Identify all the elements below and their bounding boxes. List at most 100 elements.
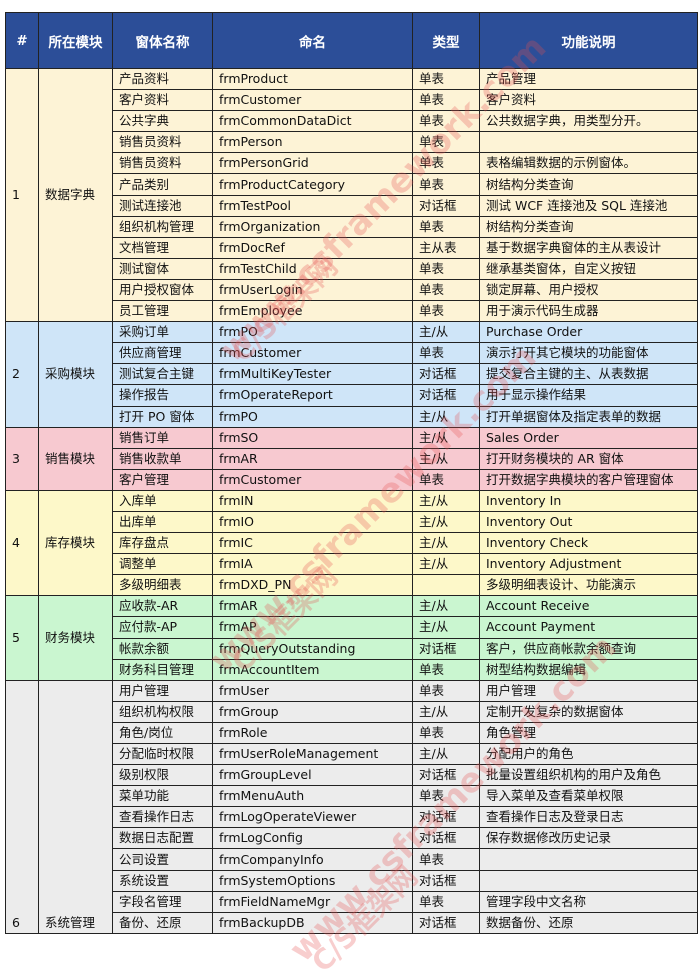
class-name-cell: frmUserLogin	[212, 278, 413, 302]
type-cell: 主/从	[412, 321, 480, 344]
form-name-cell: 销售收款单	[112, 447, 213, 470]
class-name-cell: frmTestPool	[212, 194, 413, 217]
description-cell: Inventory Check	[479, 532, 698, 555]
description-cell: 数据备份、还原	[479, 911, 698, 934]
class-name-cell: frmAR	[212, 447, 413, 470]
class-name-cell: frmAP	[212, 616, 413, 639]
group-number-cell: 2	[5, 321, 39, 428]
form-name-cell: 应收款-AR	[112, 595, 213, 618]
form-name-cell: 库存盘点	[112, 532, 213, 555]
table-row: 字段名管理 frmFieldNameMgr 单表 管理字段中文名称	[5, 890, 698, 913]
description-cell: 打开单据窗体及指定表单的数据	[479, 405, 698, 428]
description-cell: 角色管理	[479, 721, 698, 745]
type-cell: 单表	[412, 785, 480, 808]
description-cell: 管理字段中文名称	[479, 890, 698, 913]
form-name-cell: 备份、还原	[112, 911, 213, 934]
form-name-cell: 销售员资料	[112, 131, 213, 154]
description-cell: 分配用户的角色	[479, 742, 698, 766]
form-name-cell: 出库单	[112, 510, 213, 534]
type-cell: 对话框	[412, 637, 480, 660]
class-name-cell: frmGroupLevel	[212, 764, 413, 787]
class-name-cell: frmCompanyInfo	[212, 848, 413, 871]
class-name-cell: frmQueryOutstanding	[212, 637, 413, 660]
type-cell: 单表	[412, 131, 480, 154]
form-name-cell: 财务科目管理	[112, 658, 213, 681]
form-name-cell: 文档管理	[112, 236, 213, 259]
table-row: 4 库存模块 入库单 frmIN 主/从 Inventory In	[5, 489, 698, 597]
class-name-cell: frmPerson	[212, 131, 413, 154]
form-name-cell: 应付款-AP	[112, 616, 213, 639]
class-name-cell: frmUserRoleManagement	[212, 742, 413, 766]
table-row: 财务科目管理 frmAccountItem 单表 树型结构数据编辑	[5, 658, 698, 681]
module-name-cell: 系统管理	[38, 679, 113, 934]
form-name-cell: 供应商管理	[112, 342, 213, 365]
type-cell: 主/从	[412, 447, 480, 470]
class-name-cell: frmPO	[212, 321, 413, 344]
description-cell	[479, 848, 698, 871]
form-name-cell: 分配临时权限	[112, 742, 213, 766]
table-row: 2 采购模块 采购订单 frmPO 主/从 Purchase Order	[5, 321, 698, 428]
form-name-cell: 字段名管理	[112, 890, 213, 913]
form-name-cell: 测试复合主键	[112, 363, 213, 386]
form-name-cell: 系统设置	[112, 869, 213, 892]
description-cell: 表格编辑数据的示例窗体。	[479, 152, 698, 175]
table-row: 客户资料 frmCustomer 单表 客户资料	[5, 89, 698, 112]
class-name-cell: frmTestChild	[212, 257, 413, 280]
module-name-cell: 数据字典	[38, 67, 113, 323]
description-cell: 多级明细表设计、功能演示	[479, 574, 698, 597]
type-cell: 单表	[412, 679, 480, 702]
type-cell: 对话框	[412, 764, 480, 787]
form-name-cell: 入库单	[112, 489, 213, 512]
module-name-cell: 财务模块	[38, 595, 113, 681]
type-cell: 单表	[412, 468, 480, 491]
type-cell: 单表	[412, 110, 480, 133]
table-row: 测试连接池 frmTestPool 对话框 测试 WCF 连接池及 SQL 连接池	[5, 194, 698, 217]
class-name-cell: frmLogOperateViewer	[212, 806, 413, 829]
type-cell: 对话框	[412, 911, 480, 934]
table-row: 库存盘点 frmIC 主/从 Inventory Check	[5, 532, 698, 555]
class-name-cell: frmMultiKeyTester	[212, 363, 413, 386]
class-name-cell: frmIN	[212, 489, 413, 512]
description-cell: Account Receive	[479, 595, 698, 618]
group-number-cell: 3	[5, 426, 39, 491]
form-name-cell: 客户资料	[112, 89, 213, 112]
type-cell: 对话框	[412, 827, 480, 850]
form-name-cell: 用户管理	[112, 679, 213, 702]
class-name-cell: frmAccountItem	[212, 658, 413, 681]
header-no: #	[5, 12, 39, 69]
table-row: 组织机构管理 frmOrganization 单表 树结构分类查询	[5, 215, 698, 238]
form-name-cell: 组织机构权限	[112, 700, 213, 723]
type-cell: 对话框	[412, 384, 480, 407]
table-row: 角色/岗位 frmRole 单表 角色管理	[5, 721, 698, 745]
form-name-cell: 组织机构管理	[112, 215, 213, 238]
description-cell: 查看操作日志及登录日志	[479, 806, 698, 829]
description-cell: Inventory Out	[479, 510, 698, 534]
description-cell: 定制开发复杂的数据窗体	[479, 700, 698, 723]
form-name-cell: 测试窗体	[112, 257, 213, 280]
table-row: 分配临时权限 frmUserRoleManagement 主/从 分配用户的角色	[5, 742, 698, 766]
table-row: 5 财务模块 应收款-AR frmAR 主/从 Account Receive	[5, 595, 698, 681]
group-number-cell: 5	[5, 595, 39, 681]
class-name-cell: frmIC	[212, 532, 413, 555]
table-row: 用户授权窗体 frmUserLogin 单表 锁定屏幕、用户授权	[5, 278, 698, 302]
type-cell: 主/从	[412, 426, 480, 449]
type-cell: 主/从	[412, 595, 480, 618]
type-cell: 主/从	[412, 405, 480, 428]
form-name-cell: 打开 PO 窗体	[112, 405, 213, 428]
class-name-cell: frmEmployee	[212, 300, 413, 323]
description-cell: 树型结构数据编辑	[479, 658, 698, 681]
form-name-cell: 客户管理	[112, 468, 213, 491]
class-name-cell: frmCustomer	[212, 89, 413, 112]
module-name-cell: 库存模块	[38, 489, 113, 597]
form-name-cell: 采购订单	[112, 321, 213, 344]
description-cell: 用于演示代码生成器	[479, 300, 698, 323]
type-cell: 单表	[412, 257, 480, 280]
description-cell: 产品管理	[479, 67, 698, 91]
class-name-cell: frmProduct	[212, 67, 413, 91]
description-cell: 用户管理	[479, 679, 698, 702]
table-row: 销售员资料 frmPersonGrid 单表 表格编辑数据的示例窗体。	[5, 152, 698, 175]
class-name-cell: frmDocRef	[212, 236, 413, 259]
description-cell: 公共数据字典，用类型分开。	[479, 110, 698, 133]
description-cell: 用于显示操作结果	[479, 384, 698, 407]
description-cell	[479, 869, 698, 892]
